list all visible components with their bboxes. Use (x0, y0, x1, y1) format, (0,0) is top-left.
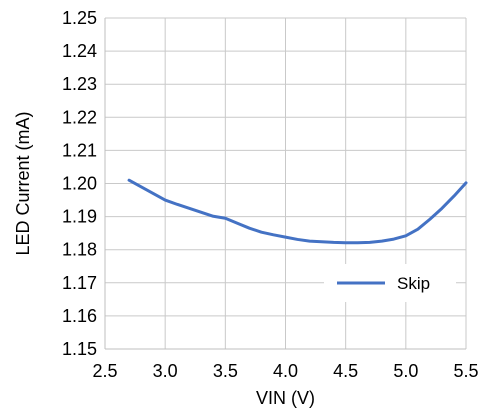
x-tick-label: 4.0 (273, 361, 298, 381)
legend-label-skip: Skip (397, 274, 430, 293)
y-tick-label: 1.18 (62, 240, 97, 260)
x-tick-label: 5.5 (453, 361, 478, 381)
y-tick-labels: 1.15 1.16 1.17 1.18 1.19 1.20 1.21 1.22 1.23 1.24… (62, 8, 97, 359)
x-tick-label: 5.0 (393, 361, 418, 381)
legend: Skip (324, 264, 456, 302)
y-tick-label: 1.21 (62, 140, 97, 160)
y-tick-label: 1.16 (62, 306, 97, 326)
y-tick-label: 1.19 (62, 207, 97, 227)
series-line-skip (127, 178, 468, 245)
x-tick-label: 3.0 (153, 361, 178, 381)
y-tick-label: 1.17 (62, 273, 97, 293)
x-axis-title: VIN (V) (256, 388, 315, 408)
x-tick-label: 2.5 (92, 361, 117, 381)
y-tick-label: 1.23 (62, 74, 97, 94)
axes (104, 18, 466, 350)
y-tick-label: 1.20 (62, 174, 97, 194)
series-layer (127, 178, 468, 245)
y-tick-label: 1.25 (62, 8, 97, 28)
y-tick-label: 1.15 (62, 339, 97, 359)
y-axis-title: LED Current (mA) (13, 111, 33, 255)
x-tick-label: 3.5 (213, 361, 238, 381)
x-tick-labels: 2.5 3.0 3.5 4.0 4.5 5.0 5.5 (92, 361, 478, 381)
y-tick-label: 1.24 (62, 41, 97, 61)
y-tick-label: 1.22 (62, 107, 97, 127)
x-tick-label: 4.5 (333, 361, 358, 381)
